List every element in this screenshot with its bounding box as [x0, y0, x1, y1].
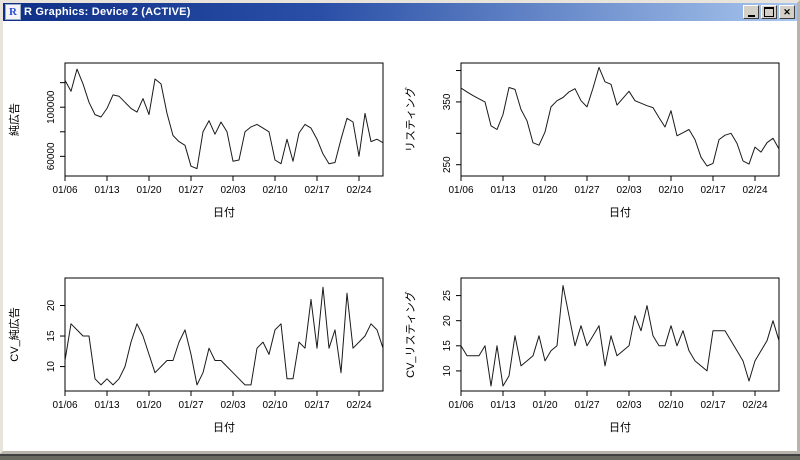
y-tick-label: 10 [442, 365, 453, 377]
plot-box [460, 62, 780, 177]
y-tick-label: 350 [442, 93, 453, 110]
x-tick-label: 01/13 [94, 185, 119, 196]
x-axis-label: 日付 [609, 206, 631, 219]
x-tick-label: 01/13 [94, 400, 119, 411]
y-tick-label: 250 [442, 156, 453, 173]
x-tick-label: 02/24 [346, 400, 371, 411]
x-tick-label: 01/06 [448, 400, 473, 411]
x-tick-label: 02/17 [700, 185, 725, 196]
x-tick-label: 01/13 [490, 185, 515, 196]
r-logo-icon: R [5, 4, 21, 20]
x-tick-label: 02/10 [262, 400, 287, 411]
x-tick-label: 01/20 [136, 185, 161, 196]
x-tick-label: 01/20 [532, 185, 557, 196]
series-line [64, 68, 384, 170]
chart-panel-cv-pure-ads: 01/06 01/13 01/20 01/27 02/03 02/10 02/17 02/24… [3, 236, 399, 451]
plot-box [64, 277, 384, 392]
x-tick-label: 01/06 [52, 400, 77, 411]
y-axis-label: CV_リスティング [403, 291, 417, 378]
y-tick-label: 15 [442, 340, 453, 352]
chart-panel-cv-listing: 01/06 01/13 01/20 01/27 02/03 02/10 02/17 02/24… [399, 236, 795, 451]
x-tick-label: 01/27 [574, 400, 599, 411]
chart-panel-listing: 01/06 01/13 01/20 01/27 02/03 02/10 02/17 02/24… [399, 21, 795, 236]
series-line [64, 286, 384, 386]
titlebar[interactable]: R R Graphics: Device 2 (ACTIVE) ✕ [3, 3, 797, 21]
window-controls: ✕ [743, 5, 795, 19]
x-tick-label: 02/03 [616, 185, 641, 196]
maximize-icon [764, 7, 774, 17]
minimize-icon [747, 14, 755, 17]
x-tick-label: 02/24 [742, 400, 767, 411]
x-tick-label: 02/17 [304, 400, 329, 411]
chart-panel-pure-ads: 01/06 01/13 01/20 01/27 02/03 02/10 02/17 02/24… [3, 21, 399, 236]
series-line [460, 285, 780, 387]
x-tick-label: 02/03 [616, 400, 641, 411]
x-tick-label: 02/03 [220, 400, 245, 411]
x-tick-label: 02/10 [658, 185, 683, 196]
x-tick-label: 01/06 [448, 185, 473, 196]
x-axis-label: 日付 [213, 206, 235, 219]
y-tick-label: 10 [46, 361, 57, 373]
y-tick-label: 15 [46, 330, 57, 342]
plot-canvas: 01/06 01/13 01/20 01/27 02/03 02/10 02/17 02/24… [3, 21, 797, 451]
maximize-button[interactable] [761, 5, 777, 19]
x-tick-label: 02/17 [304, 185, 329, 196]
x-axis-label: 日付 [609, 421, 631, 434]
y-tick-label: 60000 [46, 142, 57, 170]
x-tick-label: 02/24 [742, 185, 767, 196]
y-tick-label: 25 [442, 290, 453, 302]
x-tick-label: 02/24 [346, 185, 371, 196]
close-button[interactable]: ✕ [779, 5, 795, 19]
y-tick-label: 100000 [46, 90, 57, 124]
window-title: R Graphics: Device 2 (ACTIVE) [24, 6, 191, 18]
plot-box [460, 277, 780, 392]
y-tick-label: 20 [442, 315, 453, 327]
x-tick-label: 02/10 [658, 400, 683, 411]
y-axis-label: CV_純広告 [8, 307, 21, 361]
x-tick-label: 02/03 [220, 185, 245, 196]
x-tick-label: 02/10 [262, 185, 287, 196]
x-tick-label: 02/17 [700, 400, 725, 411]
x-tick-label: 01/27 [574, 185, 599, 196]
x-tick-label: 01/27 [178, 400, 203, 411]
x-tick-label: 01/06 [52, 185, 77, 196]
x-tick-label: 01/13 [490, 400, 515, 411]
y-axis-label: リスティング [403, 87, 417, 152]
plot-box [64, 62, 384, 177]
x-tick-label: 01/20 [532, 400, 557, 411]
minimize-button[interactable] [743, 5, 759, 19]
y-tick-label: 20 [46, 299, 57, 311]
y-axis-label: 純広告 [8, 103, 21, 136]
x-axis-label: 日付 [213, 421, 235, 434]
series-line [460, 66, 780, 167]
x-tick-label: 01/27 [178, 185, 203, 196]
x-tick-label: 01/20 [136, 400, 161, 411]
